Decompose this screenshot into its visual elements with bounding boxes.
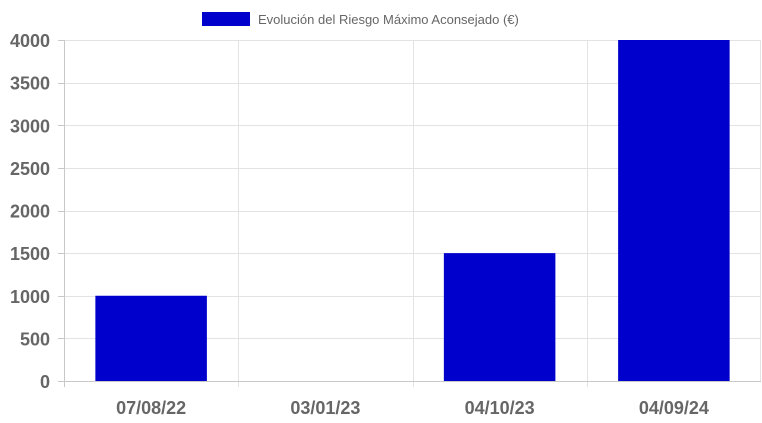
bar[interactable] (618, 40, 730, 381)
x-tick-label: 04/09/24 (639, 398, 709, 418)
x-tick-label: 03/01/23 (290, 398, 360, 418)
legend-label[interactable]: Evolución del Riesgo Máximo Aconsejado (… (258, 12, 519, 27)
x-tick-label: 04/10/23 (465, 398, 535, 418)
y-tick-label: 1000 (10, 287, 50, 307)
y-tick-label: 3000 (10, 116, 50, 136)
bar[interactable] (95, 295, 207, 381)
bar[interactable] (443, 253, 556, 381)
y-tick-label: 2500 (10, 159, 50, 179)
legend[interactable]: Evolución del Riesgo Máximo Aconsejado (… (202, 12, 519, 27)
y-tick-label: 0 (40, 372, 50, 392)
x-tick-label: 07/08/22 (116, 398, 186, 418)
legend-swatch[interactable] (202, 12, 250, 26)
y-axis-ticks: 0 500 1000 1500 2000 2500 3000 3500 4000 (10, 31, 50, 392)
y-tick-label: 500 (20, 329, 50, 349)
bars (95, 40, 730, 381)
y-tick-label: 4000 (10, 31, 50, 51)
y-tick-label: 1500 (10, 244, 50, 264)
y-tick-label: 2000 (10, 202, 50, 222)
axes (58, 40, 761, 387)
x-axis-ticks: 07/08/22 03/01/23 04/10/23 04/09/24 (116, 398, 709, 418)
y-tick-label: 3500 (10, 74, 50, 94)
